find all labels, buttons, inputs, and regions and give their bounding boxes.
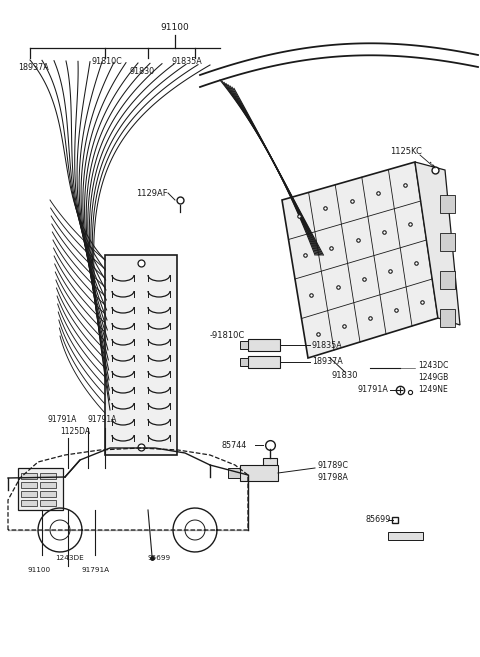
Text: 1129AF: 1129AF [136,189,168,198]
Text: 91830: 91830 [332,371,358,380]
Bar [440,309,455,327]
Bar [440,195,455,213]
Text: 91798A: 91798A [318,474,349,482]
Bar [263,458,277,466]
Bar [21,500,37,506]
Bar [388,532,423,540]
Text: 1249NE: 1249NE [418,386,448,394]
Text: 1243DE: 1243DE [55,555,84,561]
Bar [240,465,278,481]
Text: 1125DA: 1125DA [60,428,90,436]
Text: 91100: 91100 [161,24,190,32]
Bar [440,271,455,289]
Text: 91791A: 91791A [82,567,110,573]
Bar [240,358,248,366]
Text: 1125KC: 1125KC [390,148,422,156]
Bar [21,473,37,479]
Bar [240,341,248,349]
Text: 91830: 91830 [130,68,155,76]
Bar [40,500,56,506]
Bar [248,356,280,368]
Text: 85744: 85744 [222,440,247,449]
Text: 1243DC: 1243DC [418,361,448,371]
Bar [440,233,455,251]
Bar [105,255,177,455]
Text: 91789C: 91789C [318,461,349,470]
Text: -91810C: -91810C [210,330,245,340]
Text: 91791A: 91791A [88,415,118,424]
Bar [21,491,37,497]
Text: 18937A: 18937A [18,64,49,72]
Text: 91100: 91100 [28,567,51,573]
Bar [18,468,63,510]
Text: 91835A: 91835A [172,58,203,66]
Polygon shape [282,162,438,358]
Bar [40,473,56,479]
Text: 1249GB: 1249GB [418,373,448,382]
Text: 85699: 85699 [365,516,390,524]
Text: 95699: 95699 [148,555,171,561]
Bar [228,468,240,478]
Bar [40,482,56,488]
Bar [21,482,37,488]
Text: 91791A: 91791A [48,415,77,424]
Bar [40,491,56,497]
Text: 91835A: 91835A [312,340,343,350]
Polygon shape [415,162,460,325]
Text: 91791A: 91791A [358,386,389,394]
Text: 91810C: 91810C [92,58,123,66]
Text: 18937A: 18937A [312,357,343,367]
Bar [248,339,280,351]
